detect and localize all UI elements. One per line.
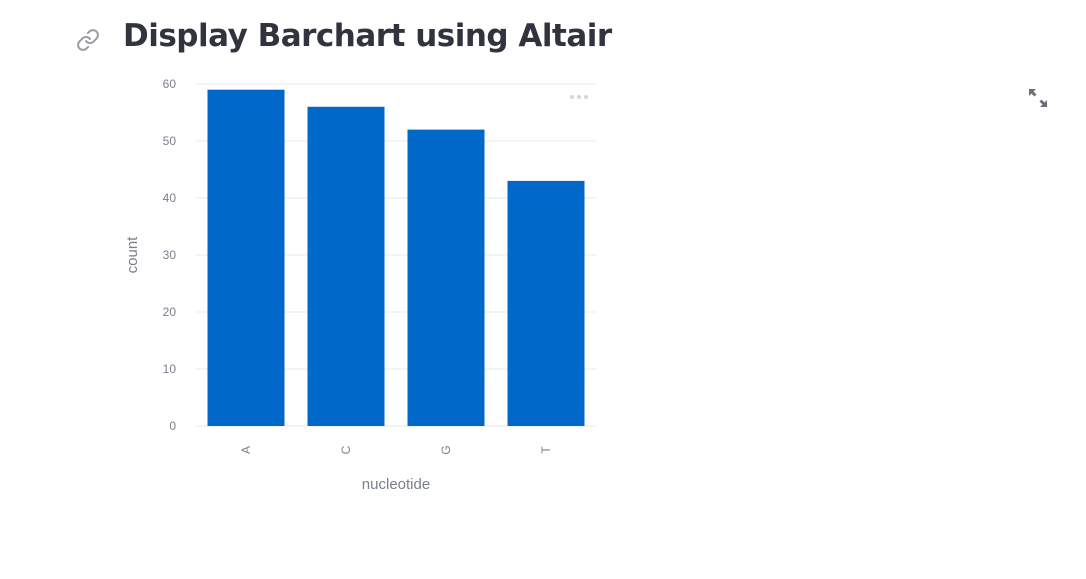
y-tick-label: 60	[163, 77, 177, 91]
x-tick-label: C	[339, 445, 353, 454]
bar-G	[407, 129, 485, 426]
page-title: Display Barchart using Altair	[123, 18, 612, 54]
fullscreen-expand-icon[interactable]	[1026, 86, 1050, 110]
y-axis-title: count	[124, 236, 141, 274]
link-icon[interactable]	[76, 28, 100, 52]
x-tick-label: A	[239, 446, 253, 454]
x-tick-label: G	[439, 445, 453, 454]
y-tick-label: 0	[169, 419, 176, 433]
chart-bars	[207, 89, 585, 427]
x-axis-title: nucleotide	[362, 476, 430, 493]
bar-C	[307, 106, 385, 427]
y-tick-label: 50	[163, 134, 177, 148]
y-tick-label: 40	[163, 191, 177, 205]
y-tick-label: 20	[163, 305, 177, 319]
y-tick-label: 10	[163, 362, 177, 376]
bar-T	[507, 180, 585, 426]
bar-chart: 0 10 20 30 40 50 60 A C G T nucleotide count	[124, 77, 596, 493]
y-axis: 0 10 20 30 40 50 60	[163, 77, 177, 433]
bar-A	[207, 89, 285, 426]
x-tick-label: T	[539, 446, 553, 454]
y-tick-label: 30	[163, 248, 177, 262]
chart-menu-icon[interactable]	[570, 95, 588, 99]
